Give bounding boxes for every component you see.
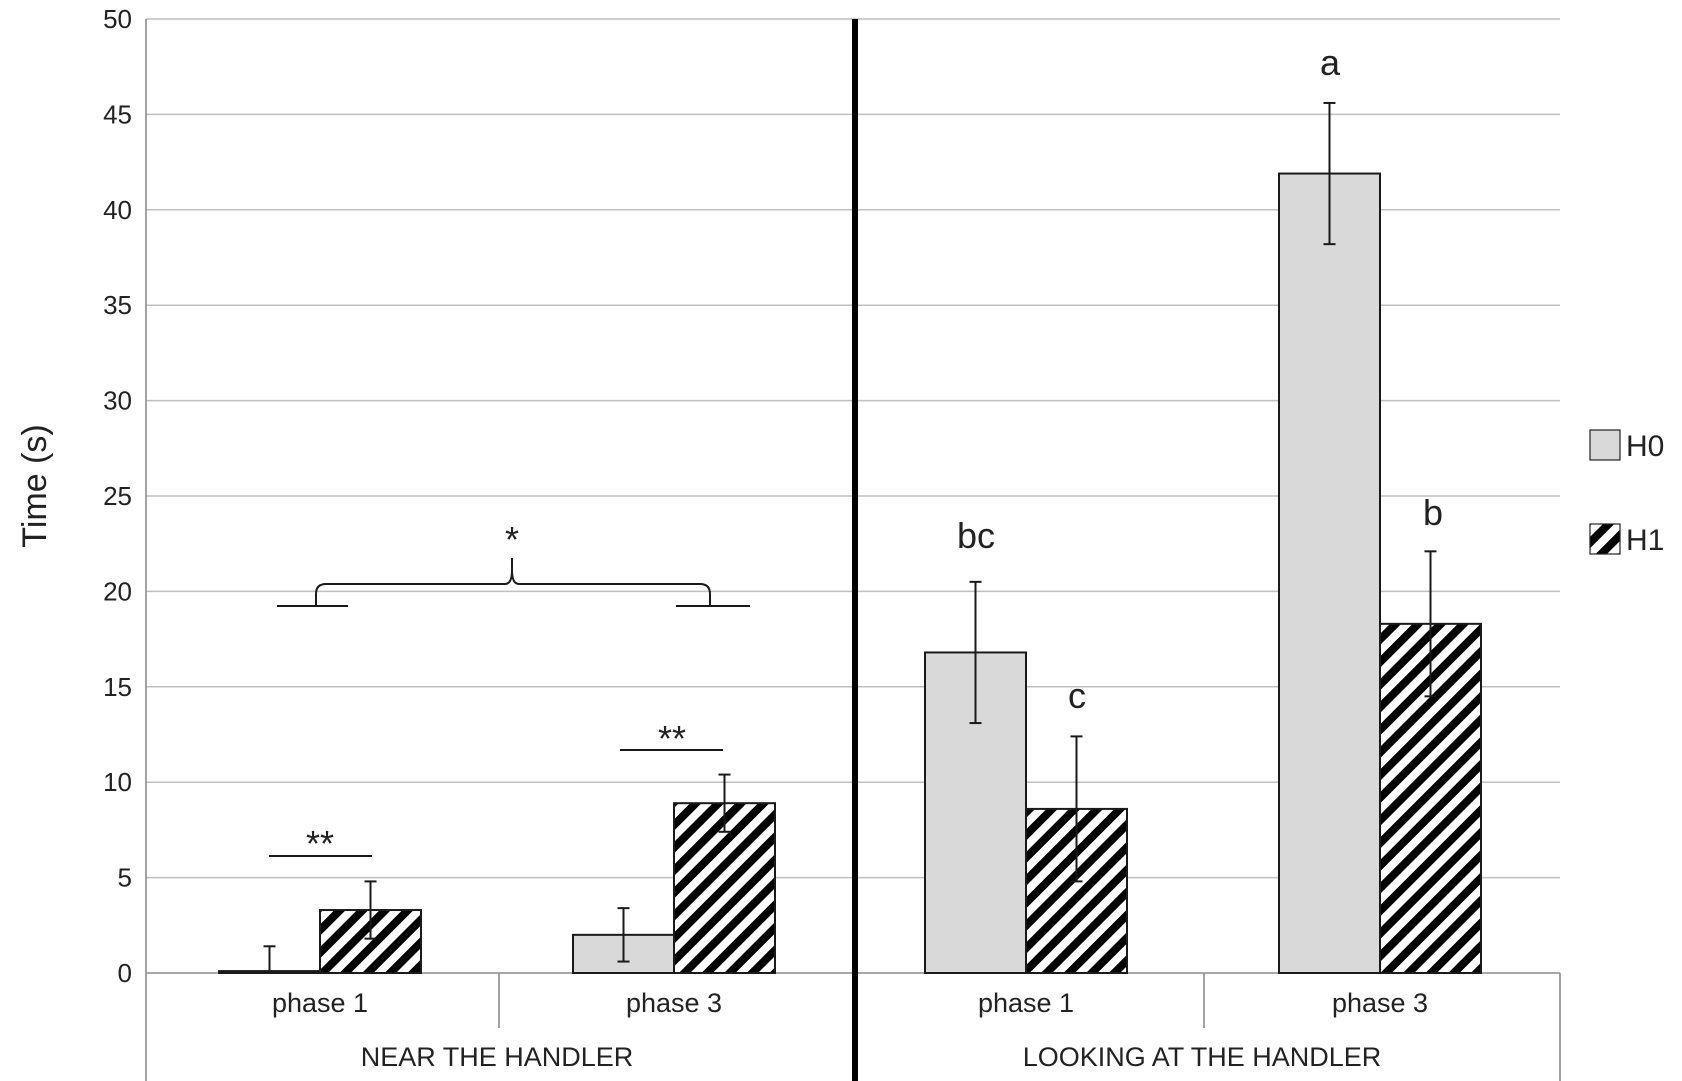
- legend-swatch-h0: [1589, 429, 1621, 461]
- group-label-near: NEAR THE HANDLER: [361, 1042, 634, 1072]
- y-tick-label: 5: [118, 863, 132, 893]
- significance-stars: **: [306, 823, 334, 864]
- legend-label-h1: H1: [1626, 524, 1664, 557]
- category-label-looking-phase1: phase 1: [978, 988, 1074, 1018]
- y-tick-label: 30: [103, 386, 132, 416]
- y-tick-label: 40: [103, 195, 132, 225]
- legend-swatch-h1: [1589, 523, 1621, 555]
- letter-label: a: [1320, 42, 1341, 83]
- y-tick-label: 35: [103, 290, 132, 320]
- category-label-looking-phase3: phase 3: [1332, 988, 1428, 1018]
- letter-label: c: [1068, 675, 1086, 716]
- y-tick-label: 45: [103, 99, 132, 129]
- significance-stars: **: [658, 718, 686, 759]
- y-tick-label: 50: [103, 4, 132, 34]
- category-label-near-phase1: phase 1: [272, 988, 368, 1018]
- letter-label: bc: [957, 515, 995, 556]
- y-tick-label: 15: [103, 672, 132, 702]
- axes: 0 5 10 15 20 25 30 35 40 45 50: [103, 4, 1561, 1081]
- brace: [277, 558, 750, 607]
- group-label-looking: LOOKING AT THE HANDLER: [1023, 1042, 1382, 1072]
- legend: H0 H1: [1589, 429, 1664, 557]
- y-tick-label: 10: [103, 767, 132, 797]
- category-label-near-phase3: phase 3: [626, 988, 722, 1018]
- y-tick-label: 20: [103, 576, 132, 606]
- y-axis-label: Time (s): [16, 424, 54, 547]
- legend-label-h0: H0: [1626, 430, 1664, 463]
- letter-label: b: [1423, 492, 1443, 533]
- significance-star: *: [505, 519, 519, 560]
- bar-h1: [319, 909, 422, 975]
- y-tick-label: 0: [118, 958, 132, 988]
- error-bars: [263, 101, 1437, 974]
- bar-h0: [1278, 172, 1381, 975]
- y-tick-label: 25: [103, 481, 132, 511]
- bars: [218, 172, 1482, 975]
